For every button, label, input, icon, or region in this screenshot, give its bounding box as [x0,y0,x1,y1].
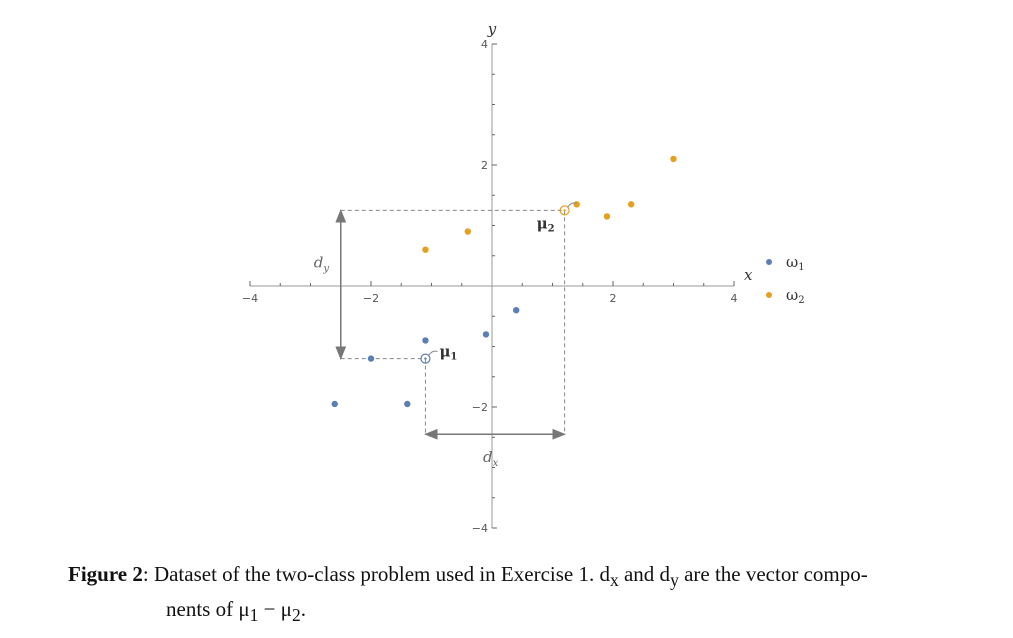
dy-label: dy [314,253,330,274]
data-point-series-1 [422,337,429,344]
legend-marker-series-1 [766,259,772,265]
figure-caption: Figure 2: Dataset of the two-class probl… [68,560,988,630]
x-tick-label: 2 [610,292,617,305]
mean-pointer-1 [428,350,438,356]
data-point-series-2 [603,213,611,220]
caption-sub-1: 1 [249,605,259,626]
data-point-series-2 [464,228,471,235]
legend-marker-series-2 [766,292,772,298]
data-point-series-1 [404,400,411,408]
legend-label-series-2: ω2 [786,286,805,306]
data-point-series-1 [331,400,338,408]
y-tick-label: −2 [472,401,488,414]
data-point-series-2 [627,201,635,208]
y-tick-label: 2 [481,159,488,172]
y-axis-label: y [487,20,497,38]
data-point-series-1 [482,331,490,338]
x-tick-label: −4 [242,292,258,305]
mean-marker-1 [420,353,431,364]
caption-minus: − μ [258,597,292,622]
mean-pointer-2 [567,202,577,208]
data-point-series-2 [670,155,677,163]
mean-marker-2 [559,205,570,216]
caption-line-1: Figure 2: Dataset of the two-class probl… [68,560,988,595]
mean-label-1: μ1 [439,343,457,363]
x-tick-label: 4 [731,292,738,305]
mean-marker-center-2 [563,209,566,212]
data-point-series-1 [367,355,375,362]
mean-label-2: μ2 [537,214,555,234]
y-tick-label: 4 [481,38,488,51]
data-point-series-2 [422,246,429,253]
caption-text-and: and d [618,562,671,586]
x-tick-label: −2 [363,292,379,305]
caption-period: . [300,597,306,622]
caption-sub-x: x [609,570,619,591]
caption-text-end: are the vector compo- [678,562,868,586]
dx-label: dx [483,448,499,469]
caption-label: Figure 2 [68,562,143,586]
caption-text-2: nents of μ [166,597,250,622]
caption-sub-y: y [670,570,679,591]
legend-label-series-1: ω1 [786,253,805,273]
caption-sub-2: 2 [291,605,301,626]
y-tick-label: −4 [472,522,488,535]
caption-line-2: nents of μ1 − μ2. [68,595,988,630]
caption-text-1: : Dataset of the two-class problem used … [142,562,610,586]
mean-marker-center-1 [424,357,427,360]
data-point-series-2 [573,201,580,208]
x-axis-label: x [744,266,753,284]
data-point-series-1 [513,307,520,314]
